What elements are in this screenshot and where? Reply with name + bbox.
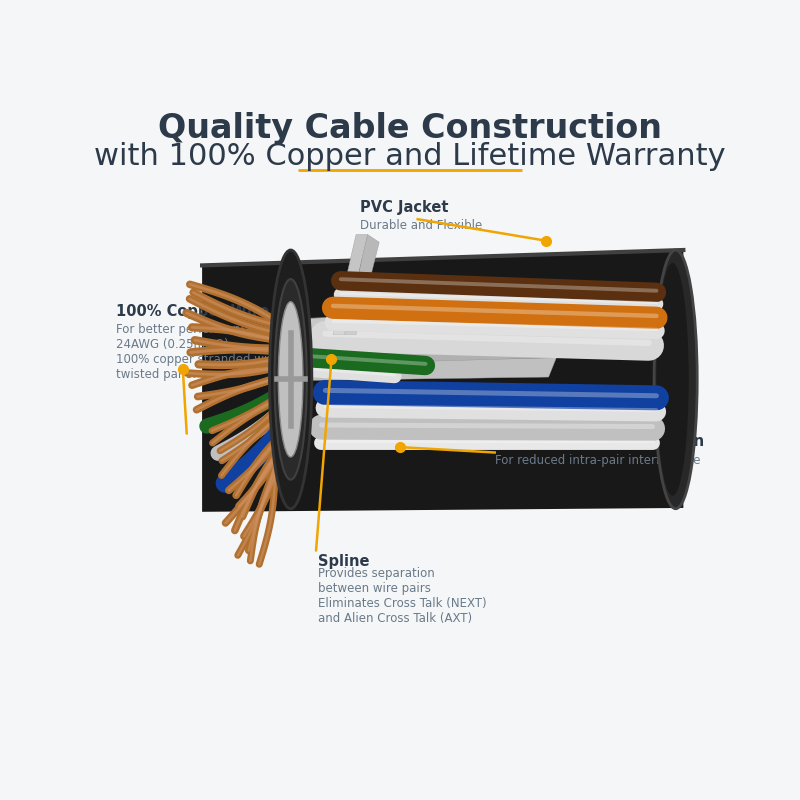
Ellipse shape: [278, 302, 303, 457]
Text: with 100% Copper and Lifetime Warranty: with 100% Copper and Lifetime Warranty: [94, 142, 726, 170]
Ellipse shape: [657, 263, 689, 496]
Text: PVC Jacket: PVC Jacket: [360, 200, 449, 215]
Ellipse shape: [274, 279, 307, 480]
Polygon shape: [279, 358, 556, 381]
Polygon shape: [333, 234, 368, 334]
Text: Provides separation
between wire pairs
Eliminates Cross Talk (NEXT)
and Alien Cr: Provides separation between wire pairs E…: [318, 567, 486, 626]
Text: For reduced intra-pair interference: For reduced intra-pair interference: [494, 454, 700, 467]
Polygon shape: [279, 342, 556, 366]
Ellipse shape: [654, 250, 698, 509]
Text: Quality Cable Construction: Quality Cable Construction: [158, 112, 662, 145]
Polygon shape: [279, 308, 556, 334]
Text: For better performance
24AWG (0.25mm2)
100% copper stranded wire
twisted pairs.: For better performance 24AWG (0.25mm2) 1…: [116, 323, 279, 381]
Polygon shape: [279, 319, 556, 350]
Polygon shape: [202, 250, 683, 512]
Text: Spline: Spline: [318, 554, 369, 569]
Text: Durable and Flexible: Durable and Flexible: [360, 219, 482, 232]
Text: Flexible HD-PE Insulation: Flexible HD-PE Insulation: [494, 434, 704, 450]
Text: 100% Copper Wire: 100% Copper Wire: [116, 304, 269, 319]
Ellipse shape: [270, 250, 312, 509]
Polygon shape: [345, 234, 379, 334]
